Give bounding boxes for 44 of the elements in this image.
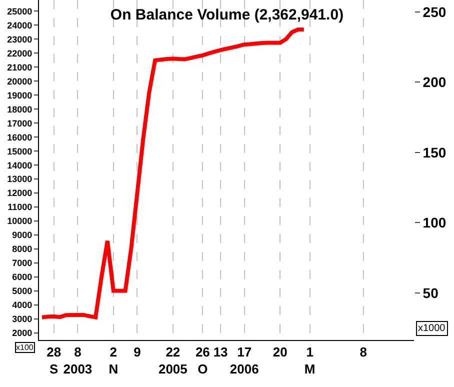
text: x1000 xyxy=(418,323,446,334)
y-tick-label: 20000 xyxy=(7,76,32,86)
y-tick-label: 6000 xyxy=(12,272,32,282)
x-tick-label: 22 2005 xyxy=(158,344,188,376)
y-tick-label: 25000 xyxy=(7,6,32,16)
x-tick-label: 2 N xyxy=(108,344,118,376)
y-tick-label: 4000 xyxy=(12,300,32,310)
x-tick-label: 9 xyxy=(134,344,141,360)
x-tick-label: 28 S xyxy=(46,344,62,376)
text: x100 xyxy=(16,343,34,352)
y-tick-label: 3000 xyxy=(12,314,32,324)
x-tick-label: 26 O xyxy=(195,344,210,376)
y-tick-label: 17000 xyxy=(7,118,32,128)
y-tick-label: 11000 xyxy=(8,202,32,212)
y-tick-label: 23000 xyxy=(7,34,32,44)
y2-tick-label: 200 xyxy=(422,74,446,90)
x-tick-label: 8 xyxy=(360,344,368,360)
y-tick-label: 5000 xyxy=(12,286,32,296)
y-tick-label: 2000 xyxy=(12,328,32,338)
x-tick-label: 13 xyxy=(213,344,228,360)
y2-tick-label: 100 xyxy=(422,214,446,231)
y-tick-label: 14000 xyxy=(7,160,32,170)
y-tick-label: 22000 xyxy=(7,48,32,58)
y2-tick-label: 150 xyxy=(422,144,446,160)
y-tick-label: 18000 xyxy=(7,104,32,114)
y-tick-label: 13000 xyxy=(7,174,32,184)
x-tick-label: 20 xyxy=(272,344,288,360)
y2-tick-label: 250 xyxy=(422,4,446,20)
y-tick-label: 15000 xyxy=(7,146,32,156)
y-tick-label: 16000 xyxy=(7,132,32,142)
y-tick-label: 21000 xyxy=(7,62,32,72)
x-tick-label: 8 2003 xyxy=(63,344,92,376)
y-tick-label: 8000 xyxy=(12,244,32,254)
x-tick-label: 17 2006 xyxy=(230,344,259,376)
line-series xyxy=(40,28,306,320)
y-tick-label: 19000 xyxy=(7,90,32,100)
y2-tick-label: 50 xyxy=(422,284,439,301)
y-tick-label: 10000 xyxy=(7,216,32,226)
y-tick-label: 12000 xyxy=(7,188,32,198)
y-tick-label: 7000 xyxy=(12,258,32,268)
y-tick-label: 9000 xyxy=(12,230,32,240)
chart-title: On Balance Volume (2,362,941.0) xyxy=(110,6,344,24)
x-tick-label: 1 M xyxy=(304,344,316,376)
y-tick-label: 24000 xyxy=(7,20,32,30)
